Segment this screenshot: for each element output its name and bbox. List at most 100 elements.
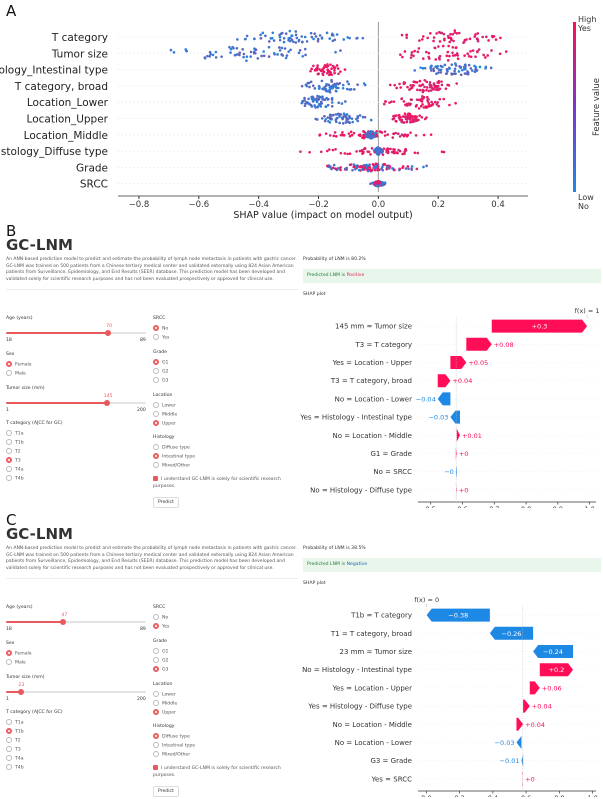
histology-option[interactable]: Mixed/Other [153, 462, 190, 469]
tumor-slider-knob[interactable] [103, 400, 110, 406]
shap-point [316, 37, 320, 41]
radio-icon[interactable] [6, 370, 12, 376]
radio-icon[interactable] [153, 700, 159, 706]
radio-icon[interactable] [6, 457, 12, 463]
shap-point [356, 83, 359, 86]
radio-icon[interactable] [6, 448, 12, 454]
t-category-option[interactable]: T2 [6, 737, 21, 744]
location-option[interactable]: Upper [153, 709, 176, 716]
location-option[interactable]: Lower [153, 691, 176, 698]
histology-option[interactable]: Intestinal type [153, 453, 195, 460]
radio-icon[interactable] [6, 650, 12, 656]
histology-option[interactable]: Intestinal type [153, 742, 195, 749]
radio-icon[interactable] [153, 623, 159, 629]
histology-option[interactable]: Diffuse type [153, 444, 190, 451]
t-category-option[interactable]: T3 [6, 457, 21, 464]
radio-icon[interactable] [153, 462, 159, 468]
shap-point [342, 115, 345, 118]
histology-option[interactable]: Diffuse type [153, 733, 190, 740]
grade-option[interactable]: G1 [153, 359, 168, 366]
shap-point [386, 133, 389, 136]
shap-point [340, 102, 344, 105]
radio-icon[interactable] [6, 764, 12, 770]
location-option[interactable]: Middle [153, 700, 177, 707]
sex-option[interactable]: Female [6, 650, 32, 657]
consent-checkbox[interactable]: I understand GC-LNM is solely for scient… [153, 765, 283, 779]
shap-point [326, 90, 330, 93]
radio-icon[interactable] [153, 444, 159, 450]
radio-icon[interactable] [6, 659, 12, 665]
t-category-option[interactable]: T3 [6, 746, 21, 753]
grade-option[interactable]: G2 [153, 368, 168, 375]
t-category-option[interactable]: T4a [6, 755, 24, 762]
radio-icon[interactable] [6, 439, 12, 445]
t-category-option[interactable]: T1b [6, 728, 24, 735]
t-category-option[interactable]: T4a [6, 466, 24, 473]
location-option[interactable]: Upper [153, 420, 176, 427]
sex-option[interactable]: Female [6, 361, 32, 368]
grade-option[interactable]: G3 [153, 666, 168, 673]
grade-option[interactable]: G3 [153, 377, 168, 384]
checkbox-icon[interactable] [153, 765, 158, 770]
radio-icon[interactable] [6, 361, 12, 367]
shap-point [373, 181, 377, 184]
sex-option[interactable]: Male [6, 370, 26, 377]
t-category-option[interactable]: T1a [6, 430, 24, 437]
tumor-size-slider[interactable] [6, 400, 146, 406]
radio-icon[interactable] [153, 420, 159, 426]
radio-icon[interactable] [153, 733, 159, 739]
tumor-size-slider[interactable] [6, 689, 146, 695]
radio-icon[interactable] [153, 359, 159, 365]
radio-icon[interactable] [153, 742, 159, 748]
radio-icon[interactable] [6, 755, 12, 761]
age-slider-knob[interactable] [105, 330, 112, 336]
shap-point [432, 36, 436, 39]
radio-icon[interactable] [6, 466, 12, 472]
radio-icon[interactable] [153, 666, 159, 672]
radio-icon[interactable] [6, 737, 12, 743]
radio-icon[interactable] [6, 728, 12, 734]
radio-icon[interactable] [6, 746, 12, 752]
t-category-option[interactable]: T4b [6, 475, 24, 482]
radio-icon[interactable] [153, 334, 159, 340]
radio-icon[interactable] [153, 368, 159, 374]
radio-icon[interactable] [153, 614, 159, 620]
t-category-option[interactable]: T4b [6, 764, 24, 771]
grade-option[interactable]: G2 [153, 657, 168, 664]
radio-icon[interactable] [6, 475, 12, 481]
location-option[interactable]: Middle [153, 411, 177, 418]
radio-icon[interactable] [153, 453, 159, 459]
age-slider[interactable] [6, 330, 146, 336]
age-slider-knob[interactable] [60, 619, 67, 625]
srcc-option[interactable]: No [153, 614, 168, 621]
grade-option[interactable]: G1 [153, 648, 168, 655]
predict-button[interactable]: Predict [153, 786, 179, 797]
location-option[interactable]: Lower [153, 402, 176, 409]
predict-button[interactable]: Predict [153, 497, 179, 508]
histology-option[interactable]: Mixed/Other [153, 751, 190, 758]
srcc-option[interactable]: Yes [153, 334, 169, 341]
t-category-option[interactable]: T2 [6, 448, 21, 455]
radio-icon[interactable] [6, 430, 12, 436]
shap-point [369, 118, 373, 122]
radio-icon[interactable] [153, 691, 159, 697]
radio-icon[interactable] [153, 657, 159, 663]
consent-checkbox[interactable]: I understand GC-LNM is solely for scient… [153, 476, 283, 490]
shap-point [436, 101, 440, 104]
radio-icon[interactable] [153, 377, 159, 383]
sex-option[interactable]: Male [6, 659, 26, 666]
checkbox-icon[interactable] [153, 476, 158, 481]
age-slider[interactable] [6, 619, 146, 625]
srcc-option[interactable]: No [153, 325, 168, 332]
radio-icon[interactable] [153, 648, 159, 654]
srcc-option[interactable]: Yes [153, 623, 169, 630]
radio-icon[interactable] [153, 402, 159, 408]
radio-icon[interactable] [153, 709, 159, 715]
radio-icon[interactable] [153, 751, 159, 757]
radio-icon[interactable] [153, 411, 159, 417]
tumor-slider-knob[interactable] [18, 689, 25, 695]
t-category-option[interactable]: T1b [6, 439, 24, 446]
radio-icon[interactable] [6, 719, 12, 725]
radio-icon[interactable] [153, 325, 159, 331]
t-category-option[interactable]: T1a [6, 719, 24, 726]
